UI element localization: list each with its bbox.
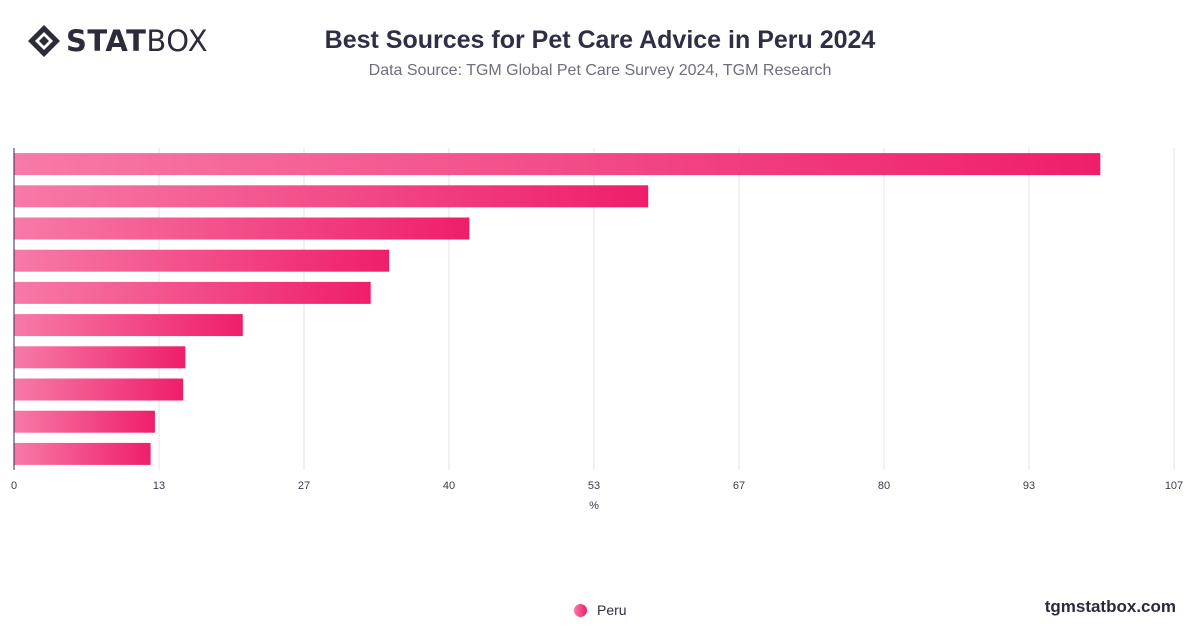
bar[interactable] — [14, 410, 155, 433]
bar[interactable] — [14, 185, 649, 208]
legend[interactable]: Peru — [574, 602, 627, 618]
bar[interactable] — [14, 249, 390, 272]
statbox-logo: STATBOX — [26, 22, 208, 60]
chart-title: Best Sources for Pet Care Advice in Peru… — [324, 26, 876, 54]
logo-text-light: BOX — [146, 24, 209, 58]
bar[interactable] — [14, 346, 186, 369]
bars — [14, 153, 1101, 465]
x-tick-label: 67 — [733, 480, 745, 492]
logo-text-bold: STAT — [66, 24, 147, 58]
x-axis-label: % — [589, 500, 599, 512]
chart-subtitle: Data Source: TGM Global Pet Care Survey … — [368, 62, 832, 79]
x-axis-ticks: 0 13 27 40 53 67 80 93 107 — [11, 480, 1183, 492]
x-tick-label: 40 — [443, 480, 455, 492]
bar[interactable] — [14, 153, 1101, 176]
bar-chart: 0 13 27 40 53 67 80 93 107 % — [11, 148, 1183, 512]
bar[interactable] — [14, 281, 371, 304]
bar[interactable] — [14, 378, 184, 401]
bar[interactable] — [14, 217, 470, 240]
x-tick-label: 80 — [878, 480, 890, 492]
x-tick-label: 93 — [1023, 480, 1035, 492]
grid-lines — [158, 148, 1175, 470]
footer-site: tgmstatbox.com — [1044, 597, 1176, 616]
x-tick-label: 13 — [153, 480, 165, 492]
bar[interactable] — [14, 442, 151, 465]
x-tick-label: 107 — [1165, 480, 1183, 492]
logo-wordmark: STATBOX — [66, 24, 208, 58]
legend-marker-icon — [574, 603, 587, 617]
legend-label: Peru — [597, 602, 627, 618]
x-tick-label: 27 — [298, 480, 310, 492]
x-tick-label: 53 — [588, 480, 600, 492]
statbox-diamond-icon — [28, 25, 60, 57]
x-tick-label: 0 — [11, 480, 17, 492]
bar[interactable] — [14, 314, 243, 337]
